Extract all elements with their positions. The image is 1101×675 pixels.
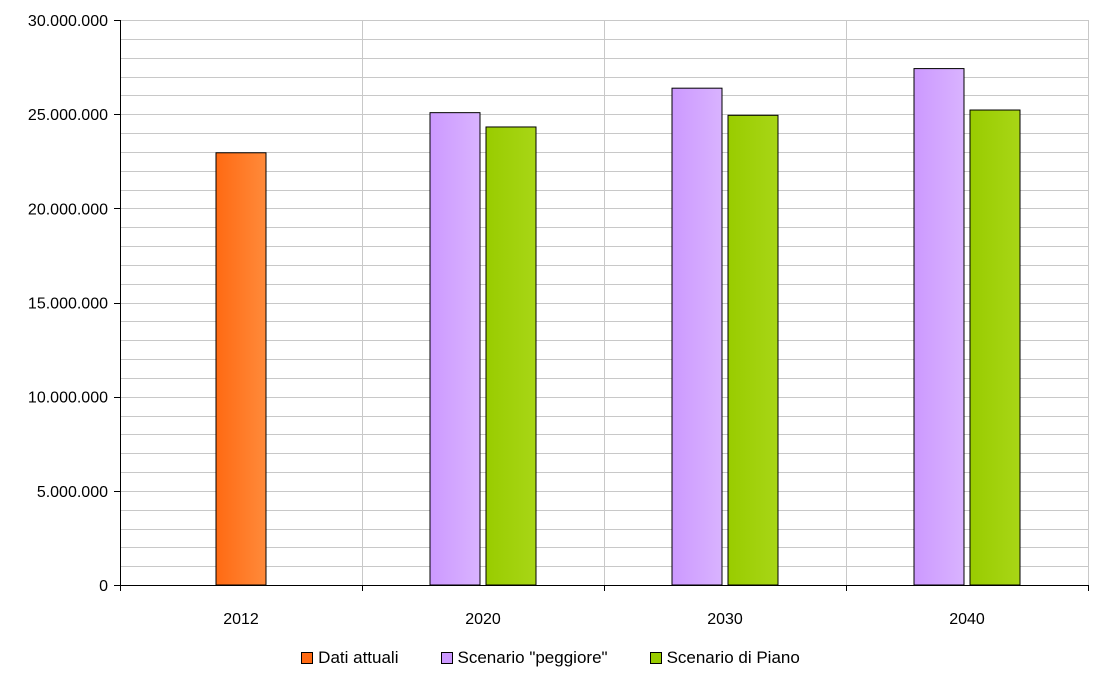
y-tick-label: 30.000.000 [28,13,108,30]
bar-2040-series-2 [969,109,1021,586]
bar-2012-series-0 [215,152,267,586]
legend-swatch [649,652,662,664]
y-tick-label: 10.000.000 [28,390,108,407]
bar-2030-series-1 [671,87,723,586]
bar-2020-series-1 [429,112,481,586]
legend-item-scenario-peggiore: Scenario "peggiore" [440,648,608,668]
y-tick-label: 15.000.000 [28,296,108,313]
y-tick-label: 0 [99,578,108,595]
bar-chart: 0 5.000.000 10.000.000 15.000.000 20.000.000… [28,13,1089,628]
bar-2030-series-2 [727,114,779,586]
bars [215,68,1021,586]
y-tick-label: 5.000.000 [37,484,108,501]
y-tick-label: 25.000.000 [28,107,108,124]
legend-swatch [440,652,453,664]
legend-item-scenario-di-piano: Scenario di Piano [649,648,800,668]
legend-item-dati-attuali: Dati attuali [301,648,399,668]
x-tick-label: 2020 [465,611,501,628]
legend-label: Dati attuali [318,648,399,667]
x-tick-label: 2040 [949,611,985,628]
legend: Dati attuali Scenario "peggiore" Scenari… [0,648,1101,668]
axes [114,20,1089,591]
x-tick-label: 2012 [223,611,259,628]
x-tick-labels: 2012 2020 2030 2040 [223,611,985,628]
legend-swatch [301,652,314,664]
bar-2020-series-2 [485,126,537,586]
legend-label: Scenario di Piano [666,648,800,667]
x-tick-label: 2030 [707,611,743,628]
y-tick-labels: 0 5.000.000 10.000.000 15.000.000 20.000.000… [28,13,108,595]
bar-2040-series-1 [913,68,965,586]
y-tick-label: 20.000.000 [28,201,108,218]
legend-label: Scenario "peggiore" [457,648,608,667]
